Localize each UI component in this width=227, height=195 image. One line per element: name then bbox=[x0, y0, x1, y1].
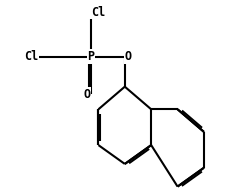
Text: O: O bbox=[84, 88, 91, 101]
Text: Cl: Cl bbox=[24, 50, 38, 63]
Text: P: P bbox=[87, 50, 94, 63]
Text: Cl: Cl bbox=[91, 6, 105, 19]
Text: O: O bbox=[125, 50, 132, 63]
